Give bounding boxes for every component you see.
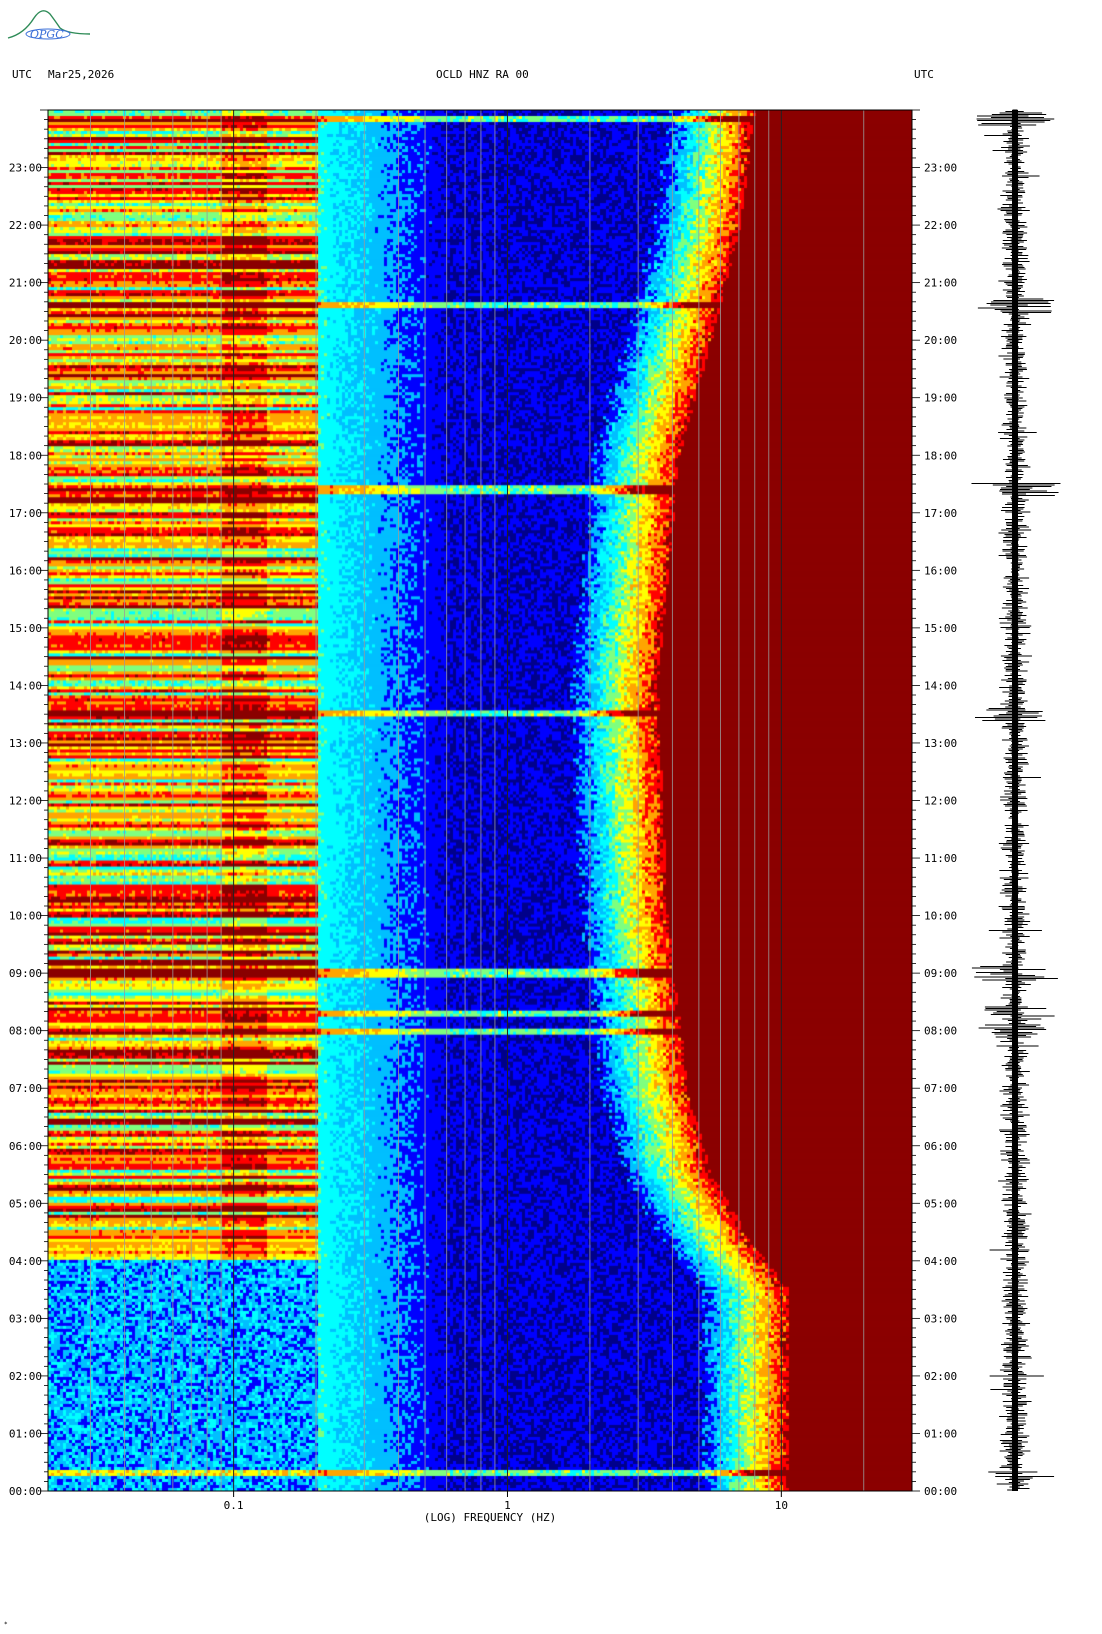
y-tick-label-right: 01:00 — [924, 1427, 957, 1440]
y-tick-label-right: 00:00 — [924, 1485, 957, 1498]
y-tick-label-left: 19:00 — [9, 392, 42, 405]
x-axis-title: (LOG) FREQUENCY (HZ) — [424, 1511, 556, 1524]
seismogram-trace — [971, 109, 1061, 1491]
y-tick-label-right: 15:00 — [924, 622, 957, 635]
y-tick-label-right: 13:00 — [924, 737, 957, 750]
y-tick-label-right: 05:00 — [924, 1197, 957, 1210]
y-tick-label-right: 20:00 — [924, 334, 957, 347]
y-tick-label-left: 08:00 — [9, 1025, 42, 1038]
spectrogram-plot — [48, 110, 912, 1491]
opgc-logo: OPGC — [4, 4, 94, 44]
trace-waveform — [971, 109, 1061, 1491]
y-tick-label-right: 08:00 — [924, 1025, 957, 1038]
y-tick-label-left: 10:00 — [9, 910, 42, 923]
y-tick-label-right: 10:00 — [924, 910, 957, 923]
y-tick-label-right: 09:00 — [924, 967, 957, 980]
y-tick-label-right: 18:00 — [924, 449, 957, 462]
y-tick-label-left: 12:00 — [9, 795, 42, 808]
spectrogram-image — [48, 110, 912, 1491]
y-tick-label-left: 21:00 — [9, 277, 42, 290]
y-tick-label-right: 03:00 — [924, 1312, 957, 1325]
y-tick-label-left: 06:00 — [9, 1140, 42, 1153]
y-tick-label-right: 14:00 — [924, 679, 957, 692]
y-tick-label-left: 05:00 — [9, 1197, 42, 1210]
y-tick-label-right: 06:00 — [924, 1140, 957, 1153]
y-tick-label-right: 16:00 — [924, 564, 957, 577]
logo-text: OPGC — [30, 28, 64, 41]
x-tick-label: 0.1 — [224, 1499, 244, 1512]
y-tick-label-right: 02:00 — [924, 1370, 957, 1383]
right-timezone: UTC — [914, 68, 934, 81]
y-tick-label-right: 21:00 — [924, 277, 957, 290]
x-tick-label: 1 — [504, 1499, 511, 1512]
y-tick-label-left: 01:00 — [9, 1427, 42, 1440]
left-time-axis: 00:00 01:00 02:00 03:00 04:00 05:00 06:00 07:00… — [9, 109, 48, 1498]
y-tick-label-left: 20:00 — [9, 334, 42, 347]
chart-date: Mar25,2026 — [48, 68, 115, 81]
right-time-axis: 00:00 01:00 02:00 03:00 04:00 05:00 06:00 07:00… — [912, 109, 957, 1498]
y-tick-label-left: 17:00 — [9, 507, 42, 520]
y-tick-label-left: 22:00 — [9, 219, 42, 232]
y-tick-label-right: 22:00 — [924, 219, 957, 232]
y-tick-label-right: 04:00 — [924, 1255, 957, 1268]
y-tick-label-right: 19:00 — [924, 392, 957, 405]
frequency-gridlines — [90, 110, 865, 1491]
frequency-axis: 0.1 1 10 — [224, 1491, 788, 1512]
y-tick-label-left: 23:00 — [9, 162, 42, 175]
y-tick-label-left: 15:00 — [9, 622, 42, 635]
y-tick-label-right: 17:00 — [924, 507, 957, 520]
y-tick-label-left: 14:00 — [9, 679, 42, 692]
left-timezone: UTC — [12, 68, 32, 81]
y-tick-label-left: 16:00 — [9, 564, 42, 577]
y-tick-label-left: 03:00 — [9, 1312, 42, 1325]
y-tick-label-left: 13:00 — [9, 737, 42, 750]
y-tick-label-left: 02:00 — [9, 1370, 42, 1383]
y-tick-label-right: 07:00 — [924, 1082, 957, 1095]
station-title: OCLD HNZ RA 00 — [436, 68, 529, 81]
y-tick-label-left: 11:00 — [9, 852, 42, 865]
y-tick-label-left: 09:00 — [9, 967, 42, 980]
y-tick-label-right: 23:00 — [924, 162, 957, 175]
x-tick-label: 10 — [775, 1499, 788, 1512]
y-tick-label-left: 00:00 — [9, 1485, 42, 1498]
y-tick-label-left: 18:00 — [9, 449, 42, 462]
footnote: * — [4, 1621, 8, 1628]
y-tick-label-right: 12:00 — [924, 795, 957, 808]
y-tick-label-right: 11:00 — [924, 852, 957, 865]
y-tick-label-left: 04:00 — [9, 1255, 42, 1268]
y-tick-label-left: 07:00 — [9, 1082, 42, 1095]
opgc-logo-graphic: OPGC — [7, 10, 91, 41]
